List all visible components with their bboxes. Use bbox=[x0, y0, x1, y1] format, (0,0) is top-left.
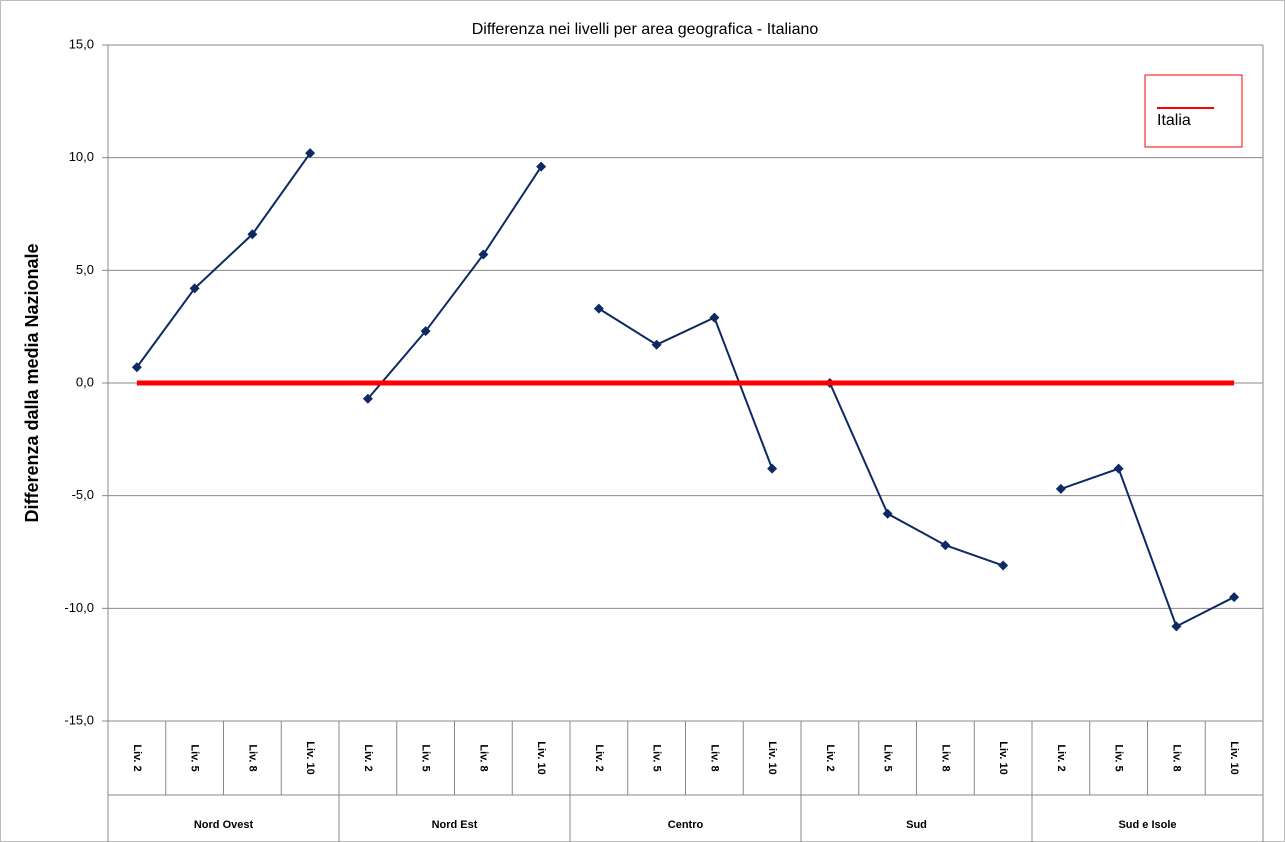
x-tick-label: Liv. 2 bbox=[362, 744, 374, 771]
data-line bbox=[136, 152, 311, 368]
x-tick-label: Liv. 5 bbox=[651, 744, 663, 771]
x-tick-label: Liv. 2 bbox=[1055, 744, 1067, 771]
group-label: Centro bbox=[668, 819, 704, 831]
x-tick-label: Liv. 2 bbox=[131, 744, 143, 771]
x-tick-label: Liv. 10 bbox=[766, 741, 778, 774]
y-tick-label: 0,0 bbox=[76, 374, 94, 389]
group-label: Nord Ovest bbox=[194, 819, 254, 831]
data-point bbox=[709, 312, 720, 323]
data-point bbox=[651, 339, 662, 350]
y-tick-label: 5,0 bbox=[76, 262, 94, 277]
group-label: Sud e Isole bbox=[1118, 819, 1176, 831]
data-point bbox=[478, 249, 489, 260]
y-axis-title: Differenza dalla media Nazionale bbox=[22, 243, 42, 522]
data-point bbox=[305, 148, 316, 159]
data-point bbox=[247, 229, 258, 240]
y-tick-label: 10,0 bbox=[69, 149, 94, 164]
x-tick-label: Liv. 8 bbox=[708, 744, 720, 771]
x-tick-label: Liv. 5 bbox=[420, 744, 432, 771]
x-tick-label: Liv. 5 bbox=[1113, 744, 1125, 771]
group-label: Nord Est bbox=[432, 819, 478, 831]
x-tick-label: Liv. 8 bbox=[246, 744, 258, 771]
y-tick-label: -10,0 bbox=[64, 600, 94, 615]
data-point bbox=[1171, 621, 1182, 632]
data-line bbox=[1060, 467, 1235, 628]
data-line bbox=[367, 166, 542, 400]
x-tick-label: Liv. 10 bbox=[535, 741, 547, 774]
data-point bbox=[767, 463, 778, 474]
data-line bbox=[828, 382, 1004, 567]
x-tick-label: Liv. 10 bbox=[304, 741, 316, 774]
x-tick-label: Liv. 10 bbox=[997, 741, 1009, 774]
y-tick-label: 15,0 bbox=[69, 36, 94, 51]
data-point bbox=[1113, 463, 1124, 474]
data-point bbox=[1055, 483, 1066, 494]
data-point bbox=[882, 508, 893, 519]
data-point bbox=[131, 362, 142, 373]
y-tick-label: -5,0 bbox=[72, 487, 94, 502]
chart-title: Differenza nei livelli per area geografi… bbox=[472, 21, 819, 38]
data-point bbox=[420, 326, 431, 337]
data-point bbox=[998, 560, 1009, 571]
data-point bbox=[536, 161, 547, 172]
data-point bbox=[1229, 592, 1240, 603]
x-tick-label: Liv. 5 bbox=[882, 744, 894, 771]
group-label: Sud bbox=[906, 819, 927, 831]
x-tick-label: Liv. 5 bbox=[189, 744, 201, 771]
data-point bbox=[362, 393, 373, 404]
data-point bbox=[940, 540, 951, 551]
data-point bbox=[593, 303, 604, 314]
y-tick-label: -15,0 bbox=[64, 712, 94, 727]
x-tick-label: Liv. 2 bbox=[593, 744, 605, 771]
x-tick-label: Liv. 10 bbox=[1228, 741, 1240, 774]
legend-label: Italia bbox=[1157, 112, 1191, 129]
data-line bbox=[598, 307, 774, 469]
x-tick-label: Liv. 8 bbox=[1170, 744, 1182, 771]
x-tick-label: Liv. 2 bbox=[824, 744, 836, 771]
data-point bbox=[189, 283, 200, 294]
legend-box bbox=[1144, 74, 1243, 148]
x-tick-label: Liv. 8 bbox=[477, 744, 489, 771]
x-tick-label: Liv. 8 bbox=[939, 744, 951, 771]
